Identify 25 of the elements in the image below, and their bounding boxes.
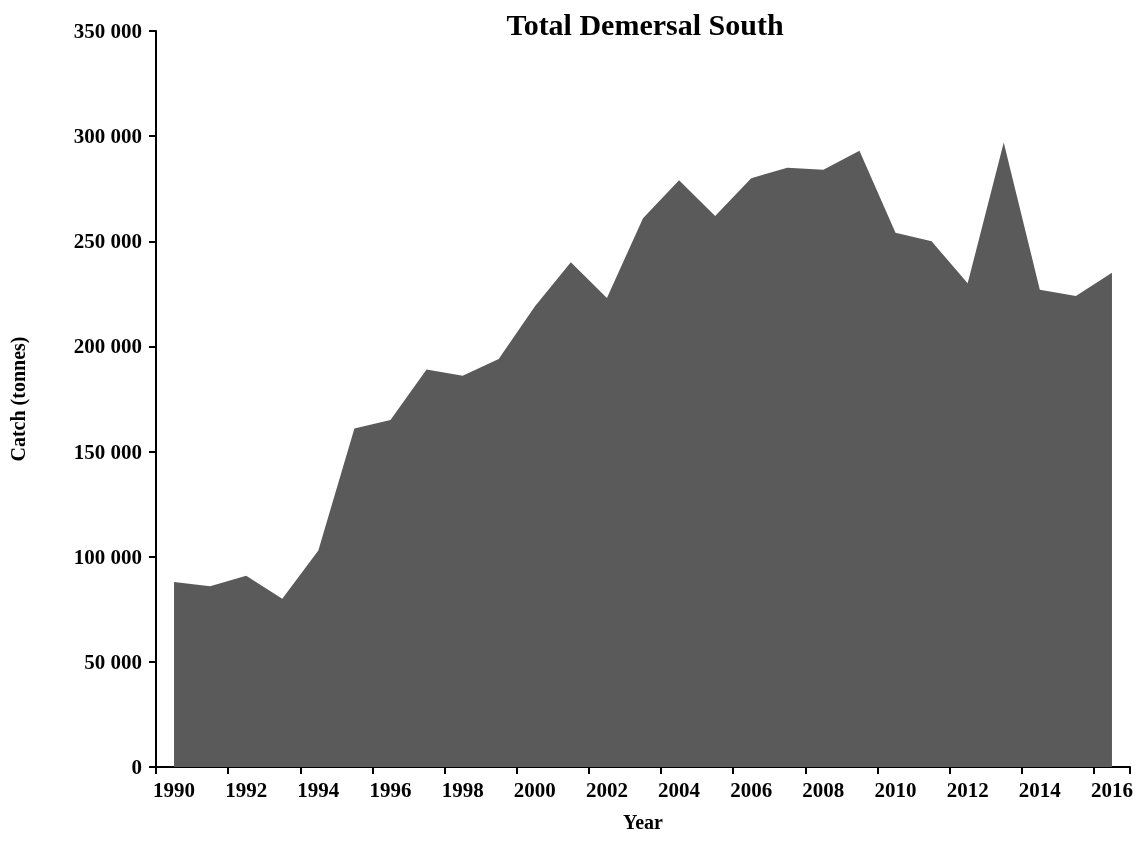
y-tick-label: 100 000 — [73, 544, 142, 569]
y-tick-label: 350 000 — [73, 19, 142, 43]
x-tick-label: 2006 — [730, 777, 773, 802]
x-tick-label: 2010 — [874, 777, 917, 802]
x-tick-label: 2012 — [946, 777, 989, 802]
y-tick-label: 150 000 — [73, 439, 142, 464]
y-tick-label: 50 000 — [84, 649, 142, 674]
x-tick-label: 1994 — [297, 777, 340, 802]
y-axis-title: Catch (tonnes) — [7, 336, 30, 462]
x-tick-label: 2008 — [802, 777, 845, 802]
x-tick-label: 1998 — [441, 777, 484, 802]
x-tick-label: 1996 — [369, 777, 412, 802]
chart-title: Total Demersal South — [506, 7, 784, 41]
x-tick-label: 2016 — [1090, 777, 1133, 802]
x-tick-label: 2002 — [585, 777, 628, 802]
x-tick-label: 2014 — [1018, 777, 1062, 802]
y-tick-label: 250 000 — [73, 229, 142, 254]
y-tick-label: 0 — [131, 755, 142, 779]
y-tick-label: 300 000 — [73, 124, 142, 149]
x-tick-label: 1990 — [153, 777, 196, 802]
x-tick-label: 1992 — [225, 777, 268, 802]
x-tick-label: 2000 — [513, 777, 556, 802]
x-axis-title: Year — [623, 811, 664, 833]
y-tick-label: 200 000 — [73, 334, 142, 359]
x-tick-label: 2004 — [658, 777, 701, 802]
